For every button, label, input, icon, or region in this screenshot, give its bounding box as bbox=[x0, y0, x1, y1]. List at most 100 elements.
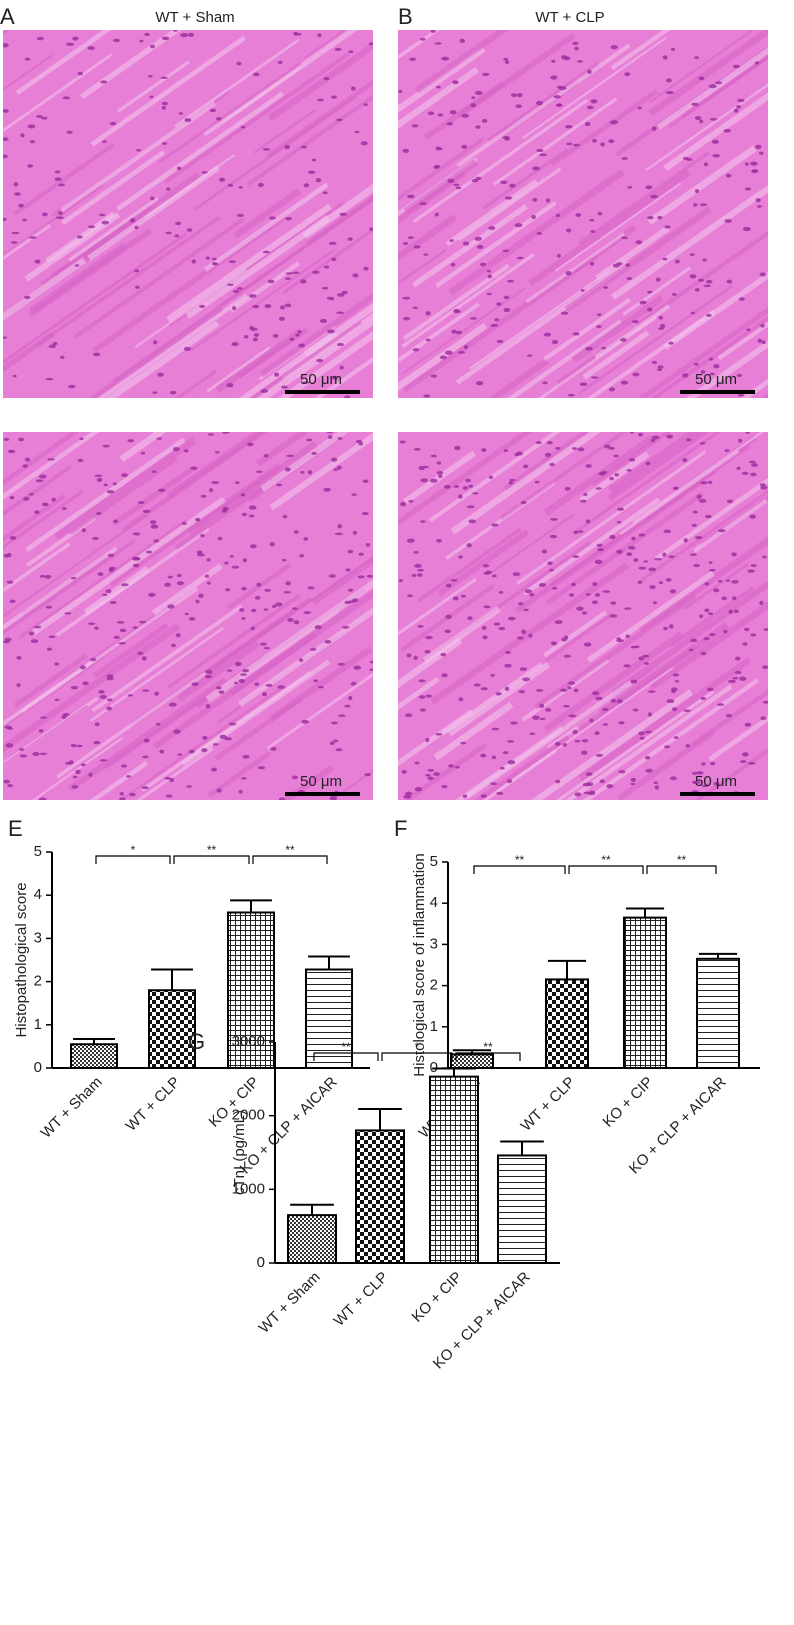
nucleus bbox=[736, 466, 741, 471]
nucleus bbox=[222, 432, 230, 434]
fiber-streak bbox=[428, 432, 561, 523]
nucleus bbox=[465, 478, 472, 483]
nucleus bbox=[260, 389, 269, 393]
nucleus bbox=[413, 551, 419, 554]
nucleus bbox=[470, 103, 476, 108]
nucleus bbox=[406, 653, 412, 658]
nucleus bbox=[328, 241, 337, 245]
nucleus bbox=[302, 381, 311, 384]
fiber-streak bbox=[448, 169, 625, 296]
nucleus bbox=[299, 554, 305, 558]
nucleus bbox=[151, 470, 157, 473]
nucleus bbox=[274, 372, 280, 377]
nucleus bbox=[64, 761, 72, 765]
nucleus bbox=[602, 707, 609, 712]
scale-bar bbox=[285, 390, 360, 394]
nucleus bbox=[283, 591, 292, 594]
significance-bracket bbox=[381, 1052, 453, 1061]
nucleus bbox=[240, 673, 248, 676]
nucleus bbox=[311, 451, 317, 456]
nucleus bbox=[255, 470, 263, 474]
fiber-streak bbox=[433, 701, 514, 761]
fiber-streak bbox=[586, 570, 715, 663]
nucleus bbox=[580, 499, 587, 503]
fiber-streak bbox=[423, 81, 505, 140]
nucleus bbox=[590, 230, 596, 233]
nucleus bbox=[48, 344, 56, 349]
nucleus bbox=[585, 772, 593, 776]
nucleus bbox=[528, 633, 533, 638]
nucleus bbox=[596, 325, 602, 329]
nucleus bbox=[757, 338, 763, 343]
fiber-streak bbox=[277, 331, 373, 398]
nucleus bbox=[509, 478, 516, 482]
nucleus bbox=[51, 497, 56, 502]
nucleus bbox=[13, 182, 19, 187]
nucleus bbox=[331, 721, 338, 725]
nucleus bbox=[293, 530, 299, 534]
nucleus bbox=[690, 553, 697, 556]
nucleus bbox=[475, 381, 484, 386]
nucleus bbox=[87, 225, 96, 229]
nucleus bbox=[54, 662, 60, 666]
fiber-streak bbox=[282, 228, 373, 294]
nucleus bbox=[745, 432, 750, 434]
nucleus bbox=[332, 375, 339, 380]
nucleus bbox=[695, 189, 700, 194]
nucleus bbox=[565, 270, 572, 276]
nucleus bbox=[480, 753, 487, 758]
nucleus bbox=[566, 228, 572, 233]
nucleus bbox=[721, 596, 727, 601]
nucleus bbox=[707, 612, 714, 616]
fiber-streak bbox=[577, 151, 710, 246]
nucleus bbox=[113, 635, 120, 640]
nucleus bbox=[510, 93, 517, 98]
nucleus bbox=[119, 791, 124, 796]
histology-image bbox=[398, 30, 768, 398]
nucleus bbox=[257, 766, 266, 770]
nucleus bbox=[585, 464, 592, 468]
nucleus bbox=[209, 488, 214, 493]
nucleus bbox=[583, 493, 588, 496]
nucleus bbox=[623, 664, 631, 668]
nucleus bbox=[22, 218, 27, 222]
nucleus bbox=[521, 629, 527, 634]
nucleus bbox=[436, 461, 442, 465]
nucleus bbox=[760, 716, 767, 721]
nucleus bbox=[344, 704, 351, 708]
nucleus bbox=[606, 784, 614, 789]
nucleus bbox=[369, 660, 373, 664]
nucleus bbox=[141, 656, 147, 661]
nucleus bbox=[188, 617, 196, 621]
nucleus bbox=[762, 555, 767, 559]
nucleus bbox=[750, 633, 757, 637]
nucleus bbox=[303, 537, 309, 541]
fiber-streak bbox=[92, 622, 169, 679]
nucleus bbox=[751, 463, 758, 467]
nucleus bbox=[439, 355, 447, 360]
nucleus bbox=[709, 117, 718, 121]
fiber-streak bbox=[507, 319, 622, 398]
nucleus bbox=[579, 382, 588, 386]
fiber-streak bbox=[233, 188, 302, 239]
nucleus bbox=[734, 656, 741, 661]
nucleus bbox=[285, 217, 292, 221]
nucleus bbox=[494, 318, 500, 322]
nucleus bbox=[16, 683, 21, 688]
bar bbox=[545, 978, 589, 1069]
nucleus bbox=[247, 442, 254, 447]
nucleus bbox=[414, 761, 420, 765]
nucleus bbox=[467, 616, 473, 621]
fiber-streak bbox=[398, 637, 463, 689]
nucleus bbox=[647, 712, 653, 717]
nucleus bbox=[348, 50, 354, 54]
nucleus bbox=[70, 576, 77, 580]
fiber-streak bbox=[398, 676, 440, 711]
nucleus bbox=[206, 558, 211, 562]
nucleus bbox=[483, 571, 491, 575]
nucleus bbox=[298, 343, 306, 348]
nucleus bbox=[698, 498, 707, 503]
nucleus bbox=[572, 41, 579, 45]
nucleus bbox=[9, 599, 16, 604]
nucleus bbox=[269, 216, 276, 220]
